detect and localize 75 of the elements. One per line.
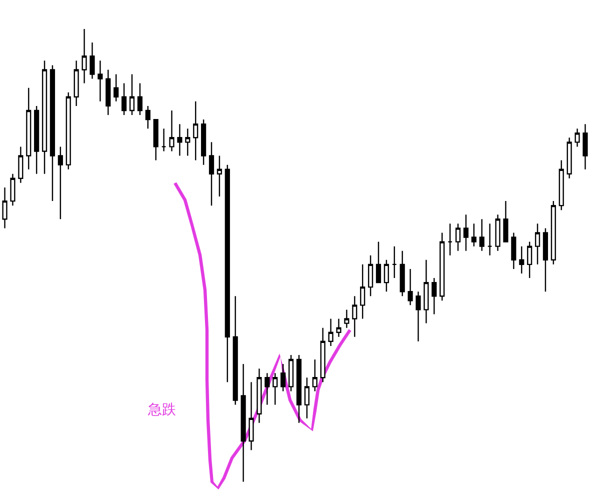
candlestick: [416, 291, 421, 342]
candlestick: [487, 223, 492, 256]
candlestick: [177, 123, 182, 156]
candlestick: [455, 223, 461, 252]
candlestick: [161, 128, 166, 152]
candlestick: [424, 259, 429, 324]
candlestick: [201, 118, 206, 166]
candlestick: [90, 42, 95, 80]
candlestick: [574, 128, 580, 148]
candlestick: [384, 259, 389, 292]
candlestick: [463, 214, 468, 252]
candlestick: [534, 223, 540, 266]
candlestick: [216, 155, 222, 198]
annotation: 急跌: [147, 402, 176, 418]
candlestick: [408, 268, 413, 306]
candlestick: [376, 241, 382, 284]
candlestick: [519, 246, 524, 274]
candlestick: [264, 372, 270, 406]
candlestick: [432, 277, 437, 315]
candlestick: [208, 142, 214, 206]
candlestick: [232, 296, 238, 406]
candlestick: [280, 363, 286, 392]
candlestick: [145, 105, 150, 130]
candlestick: [272, 372, 278, 406]
candlestick: [42, 60, 48, 174]
candlestick: [495, 214, 500, 252]
candlestick: [98, 60, 103, 102]
candlestick: [312, 358, 318, 392]
candlestick: [10, 173, 16, 206]
candlestick: [511, 232, 516, 270]
candlestick: [288, 354, 294, 392]
candlestick: [26, 87, 32, 170]
candlestick: [448, 223, 453, 256]
candlestick: [582, 123, 588, 170]
candlestick: [82, 28, 87, 84]
candlestick: [153, 118, 158, 161]
candlestick: [193, 100, 198, 161]
candlestick: [550, 200, 556, 266]
candlestick: [304, 377, 310, 419]
candlestick: [296, 354, 302, 424]
candlestick: [50, 64, 56, 202]
candlestick: [66, 92, 71, 170]
candlestick: [566, 137, 572, 179]
candlestick: [344, 309, 350, 328]
candlestick: [400, 250, 405, 297]
candlestick: [352, 296, 358, 338]
candlestick: [129, 74, 135, 116]
candlestick: [58, 146, 63, 220]
candlestick: [18, 146, 24, 184]
candlestick: [248, 382, 254, 451]
candlestick: [440, 232, 445, 302]
candlestick: [2, 186, 8, 229]
candlestick: [471, 223, 476, 247]
candlestick: [122, 82, 127, 116]
candlestick: [503, 200, 508, 242]
candlestick: [479, 218, 484, 252]
candlestick: [542, 228, 548, 292]
candlestick: [368, 254, 374, 297]
candlestick: [34, 105, 40, 174]
candlestick: [392, 246, 397, 279]
candlestick: [106, 69, 111, 116]
candlestick: [360, 264, 366, 320]
candlestick: [224, 164, 230, 383]
candlestick: [320, 327, 326, 383]
candlestick: [137, 82, 142, 116]
candlestick: [527, 241, 532, 279]
candlestick: [114, 74, 119, 102]
candlestick: [328, 318, 334, 347]
candlestick: [185, 128, 190, 156]
candlestick: [240, 363, 246, 482]
candlestick: [558, 160, 564, 211]
candlestick: [74, 60, 79, 107]
candlestick: [256, 368, 262, 424]
candlestick: [169, 110, 174, 152]
candlestick: [336, 318, 342, 338]
